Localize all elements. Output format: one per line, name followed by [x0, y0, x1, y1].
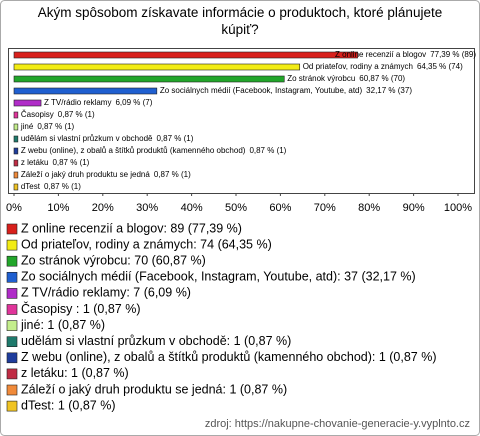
legend-swatch: [6, 255, 18, 267]
x-tick-label: 50%: [225, 202, 247, 214]
bar-category: Zo sociálnych médií (Facebook, Instagram…: [160, 86, 363, 95]
bar: [13, 75, 285, 83]
x-tick-label: 0%: [6, 202, 22, 214]
legend-label: z letáku: 1 (0,87 %): [21, 366, 129, 380]
legend-swatch: [6, 223, 18, 235]
bar: [13, 147, 19, 155]
bar-category: udělám si vlastní průzkum v obchodě: [21, 134, 153, 143]
x-tick-label: 80%: [358, 202, 380, 214]
bar-label: Z TV/rádio reklamy 6,09 % (7): [44, 98, 153, 107]
legend-label: Z online recenzií a blogov: 89 (77,39 %): [21, 221, 242, 235]
bar-category: Z online recenzií a blogov: [335, 50, 426, 59]
value-label: 0,87 % (1): [249, 146, 286, 155]
legend-label: Od priateľov, rodiny a známych: 74 (64,3…: [21, 237, 272, 251]
legend-swatch: [6, 239, 18, 251]
bar-label: Z webu (online), z obalů a štítků produk…: [21, 146, 287, 155]
legend-swatch: [6, 271, 18, 283]
bar-category: z letáku: [21, 158, 49, 167]
legend-swatch: [6, 384, 18, 396]
bar-category: dTest: [21, 182, 41, 191]
bar-category: jiné: [20, 122, 34, 131]
bar-label: jiné 0,87 % (1): [20, 122, 75, 131]
legend-swatch: [6, 336, 18, 348]
x-tick-label: 100%: [444, 202, 472, 214]
value-label: 0,87 % (1): [154, 170, 191, 179]
value-label: 64,35 % (74): [417, 62, 463, 71]
bar-label: dTest 0,87 % (1): [21, 182, 81, 191]
legend-swatch: [6, 352, 18, 364]
value-label: 0,87 % (1): [44, 182, 81, 191]
bar: [13, 51, 358, 59]
value-label: 6,09 % (7): [115, 98, 152, 107]
value-label: 0,87 % (1): [156, 134, 193, 143]
bar-label: Časopisy 0,87 % (1): [21, 110, 95, 119]
bar-label: z letáku 0,87 % (1): [21, 158, 90, 167]
legend-label: dTest: 1 (0,87 %): [21, 398, 116, 412]
value-label: 32,17 % (37): [366, 86, 412, 95]
legend-swatch: [6, 368, 18, 380]
x-tick-label: 40%: [181, 202, 203, 214]
bar-category: Zo stránok výrobcu: [287, 74, 355, 83]
value-label: 60,87 % (70): [359, 74, 405, 83]
bar: [13, 87, 158, 95]
plot-area: [8, 48, 475, 194]
bar-label: Zo sociálnych médií (Facebook, Instagram…: [160, 86, 412, 95]
value-label: 0,87 % (1): [37, 122, 74, 131]
x-tick-label: 60%: [269, 202, 291, 214]
bar-category: Od priateľov, rodiny a známych: [303, 62, 413, 71]
legend-label: Z webu (online), z obalů a štítků produk…: [21, 350, 437, 364]
bar-label: Záleží o jaký druh produktu se jedná 0,87…: [21, 170, 191, 179]
bar-category: Z TV/rádio reklamy: [44, 98, 111, 107]
legend-swatch: [6, 320, 18, 331]
bar: [13, 159, 19, 167]
legend-label: udělám si vlastní průzkum v obchodě: 1 (…: [21, 334, 291, 348]
x-tick-label: 90%: [403, 202, 425, 214]
bar: [13, 111, 19, 119]
bar-category: Časopisy: [21, 110, 54, 119]
bar-label: Od priateľov, rodiny a známych 64,35 % (7…: [303, 62, 463, 71]
bar: [13, 183, 19, 191]
legend-label: Z TV/rádio reklamy: 7 (6,09 %): [21, 286, 191, 300]
x-tick-label: 70%: [314, 202, 336, 214]
bar: [13, 171, 19, 179]
x-tick-label: 20%: [92, 202, 114, 214]
legend-swatch: [6, 400, 18, 412]
bar: [13, 123, 19, 131]
value-label: 0,87 % (1): [52, 158, 89, 167]
legend-label: Zo stránok výrobcu: 70 (60,87 %): [21, 253, 206, 267]
value-label: 0,87 % (1): [58, 110, 95, 119]
legend-swatch: [6, 288, 18, 299]
legend-label: jiné: 1 (0,87 %): [20, 318, 105, 332]
bar-label: Zo stránok výrobcu 60,87 % (70): [287, 74, 405, 83]
legend-swatch: [6, 304, 18, 315]
bar-category: Z webu (online), z obalů a štítků produk…: [21, 146, 246, 155]
x-tick-label: 30%: [136, 202, 158, 214]
bar: [13, 135, 19, 143]
legend-label: Časopisy : 1 (0,87 %): [21, 301, 141, 316]
legend-label: Zo sociálnych médií (Facebook, Instagram…: [21, 270, 416, 284]
source: zdroj: https://nakupne-chovanie-generaci…: [205, 418, 470, 430]
bar-label: Z online recenzií a blogov 77,39 % (89): [335, 50, 476, 59]
x-tick-label: 10%: [47, 202, 69, 214]
bar-label: udělám si vlastní průzkum v obchodě 0,87 …: [21, 134, 194, 143]
bar-category: Záleží o jaký druh produktu se jedná: [21, 170, 151, 179]
value-label: 77,39 % (89): [430, 50, 476, 59]
legend-label: Záleží o jaký druh produktu se jedná: 1 …: [21, 382, 287, 396]
bar: [13, 63, 301, 71]
bar: [13, 99, 42, 107]
chart-title: Akým spôsobom získavate informácie o pro…: [37, 5, 443, 37]
